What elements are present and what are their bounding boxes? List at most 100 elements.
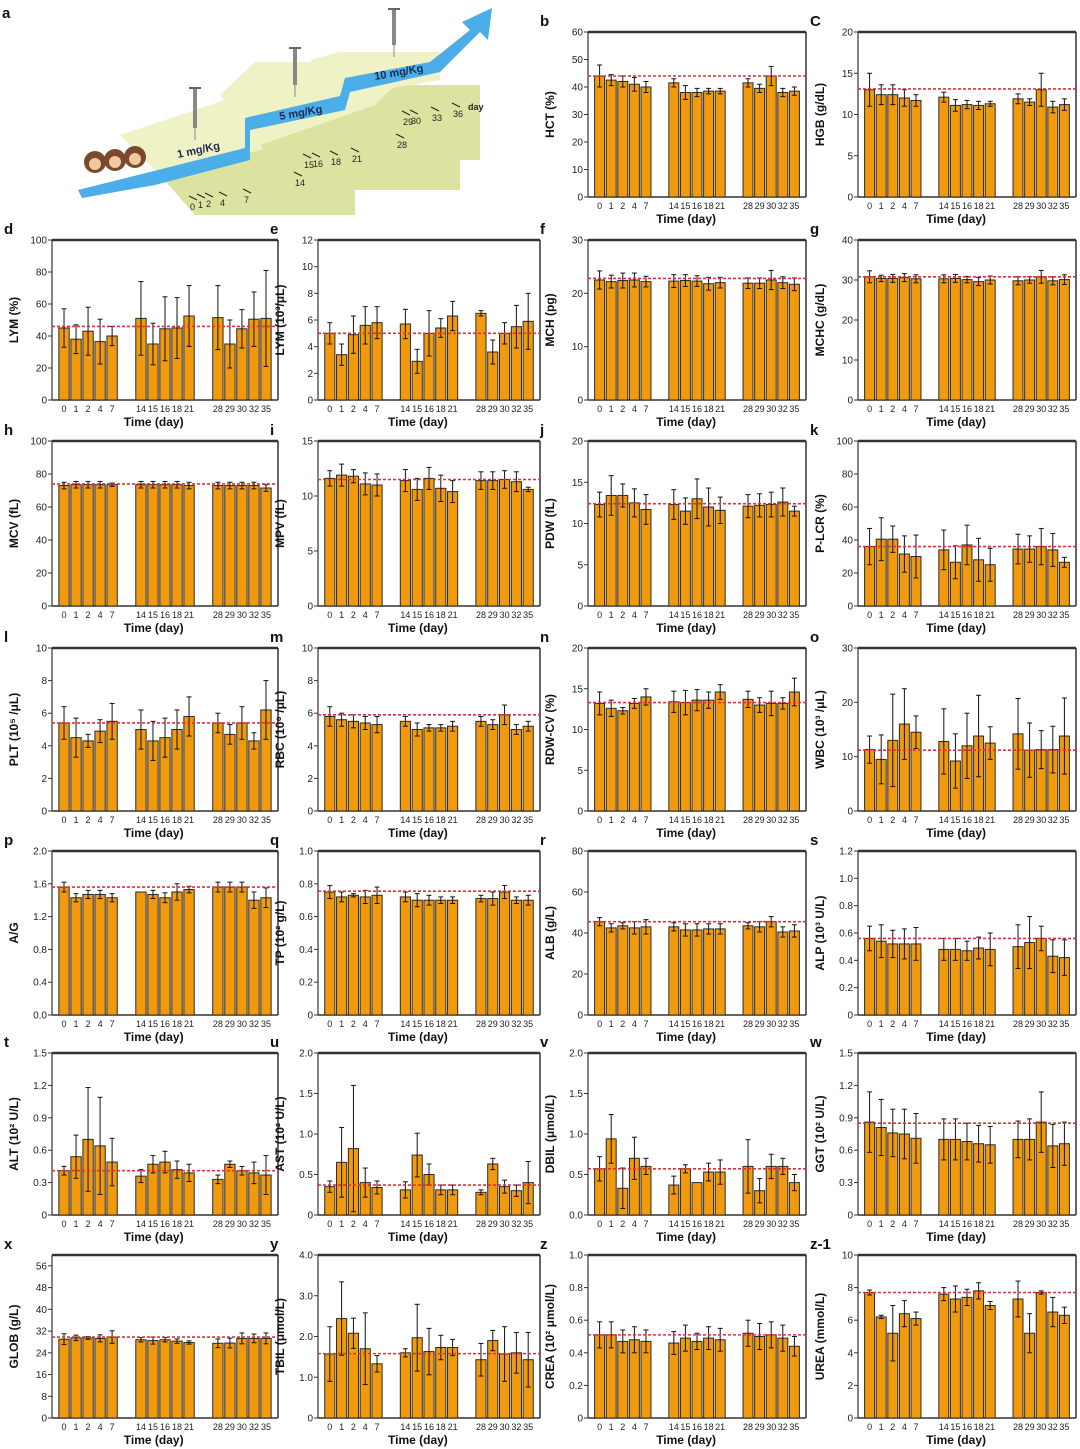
error-bar [941, 91, 947, 103]
panel-label: C [810, 13, 821, 30]
error-bar [85, 480, 91, 489]
x-tick-label: 35 [523, 610, 533, 620]
x-tick-label: 32 [249, 1219, 259, 1229]
error-bar [608, 699, 614, 717]
error-bar [671, 489, 677, 520]
error-bar [73, 893, 79, 903]
error-bar [239, 309, 245, 349]
error-bar [1015, 1280, 1021, 1318]
x-tick-label: 4 [98, 1219, 103, 1229]
y-tick-label: 0.9 [839, 1113, 853, 1124]
x-tick-label: 1 [609, 1019, 614, 1029]
y-tick-label: 40 [842, 536, 854, 547]
y-tick-label: 0 [577, 1011, 583, 1022]
error-bar [791, 677, 797, 707]
x-tick-label: 16 [160, 1422, 170, 1432]
bar-day-29 [487, 480, 499, 607]
error-bar [327, 470, 333, 487]
error-bar [350, 1084, 356, 1213]
x-tick-label: 1 [74, 1019, 79, 1029]
x-tick-label: 30 [500, 1019, 510, 1029]
x-tick-label: 15 [950, 610, 960, 620]
x-tick-label: 18 [436, 1219, 446, 1229]
error-bar [608, 74, 614, 87]
x-tick-label: 35 [261, 1019, 271, 1029]
y-tick-label: 15 [572, 478, 584, 489]
error-bar [1050, 725, 1056, 774]
error-bar [251, 891, 257, 909]
y-axis-label: MPV (fL) [273, 499, 287, 548]
x-tick-label: 32 [778, 404, 788, 414]
bar-day-14 [135, 484, 147, 607]
bar-day-18 [703, 90, 715, 198]
x-tick-label: 2 [620, 404, 625, 414]
error-bar [631, 272, 637, 288]
x-tick-label: 21 [448, 1219, 458, 1229]
error-bar [174, 480, 180, 489]
x-tick-label: 21 [184, 404, 194, 414]
x-axis-label: Time (day) [926, 1230, 986, 1244]
x-tick-label: 4 [632, 1422, 637, 1432]
bar-day-30 [236, 485, 248, 607]
x-tick-label: 7 [110, 815, 115, 825]
error-bar [987, 547, 993, 582]
error-bar [227, 724, 233, 745]
error-bar [706, 923, 712, 935]
y-tick-label: 8 [307, 676, 313, 687]
x-tick-label: 4 [902, 404, 907, 414]
bar-day-4 [359, 722, 371, 812]
bar-day-35 [788, 930, 800, 1016]
x-tick-label: 15 [950, 1019, 960, 1029]
bar-day-29 [487, 898, 499, 1016]
error-bar [608, 1114, 614, 1164]
y-tick-label: 0 [41, 1414, 47, 1425]
error-bar [73, 480, 79, 489]
error-bar [374, 715, 380, 734]
x-tick-label: 28 [213, 404, 223, 414]
bar-day-18 [171, 891, 183, 1016]
bar-day-2 [82, 740, 94, 812]
error-bar [438, 724, 444, 732]
x-tick-label: 35 [1059, 610, 1069, 620]
y-tick-label: 20 [572, 970, 584, 981]
panel-label: w [809, 1034, 822, 1051]
panel-label: q [270, 832, 279, 849]
day-tick [350, 147, 360, 153]
bar-day-18 [703, 283, 715, 401]
error-bar [426, 466, 432, 490]
x-tick-label: 35 [789, 201, 799, 211]
y-tick-label: 0 [41, 602, 47, 613]
y-tick-label: 30 [842, 644, 854, 655]
bar-day-28 [475, 1191, 487, 1216]
x-axis-label: Time (day) [388, 1433, 448, 1447]
error-bar [608, 475, 614, 516]
x-tick-label: 28 [476, 1019, 486, 1029]
x-tick-label: 0 [327, 815, 332, 825]
error-bar [263, 1155, 269, 1195]
error-bar [138, 480, 144, 489]
bar-day-32 [248, 485, 260, 607]
bar-day-21 [984, 103, 996, 198]
error-bar [1027, 1313, 1033, 1354]
y-tick-label: 40 [572, 83, 584, 94]
bar-day-29 [754, 704, 766, 812]
x-tick-label: 4 [98, 1019, 103, 1029]
y-tick-label: 0 [41, 1211, 47, 1222]
error-bar [878, 1314, 884, 1320]
bar-day-14 [668, 82, 680, 198]
error-bar [757, 83, 763, 93]
bar-day-29 [1024, 279, 1036, 401]
bar-day-30 [765, 279, 777, 401]
day-tick [451, 102, 461, 108]
x-tick-label: 28 [1013, 610, 1023, 620]
y-tick-label: 0.0 [569, 1211, 583, 1222]
x-tick-label: 7 [110, 610, 115, 620]
error-bar [643, 1329, 649, 1354]
x-tick-label: 30 [237, 815, 247, 825]
y-tick-label: 0.2 [569, 1381, 583, 1392]
x-tick-label: 30 [766, 1422, 776, 1432]
bar-day-14 [135, 1339, 147, 1419]
bar-day-21 [183, 1341, 195, 1419]
x-tick-label: 18 [436, 815, 446, 825]
